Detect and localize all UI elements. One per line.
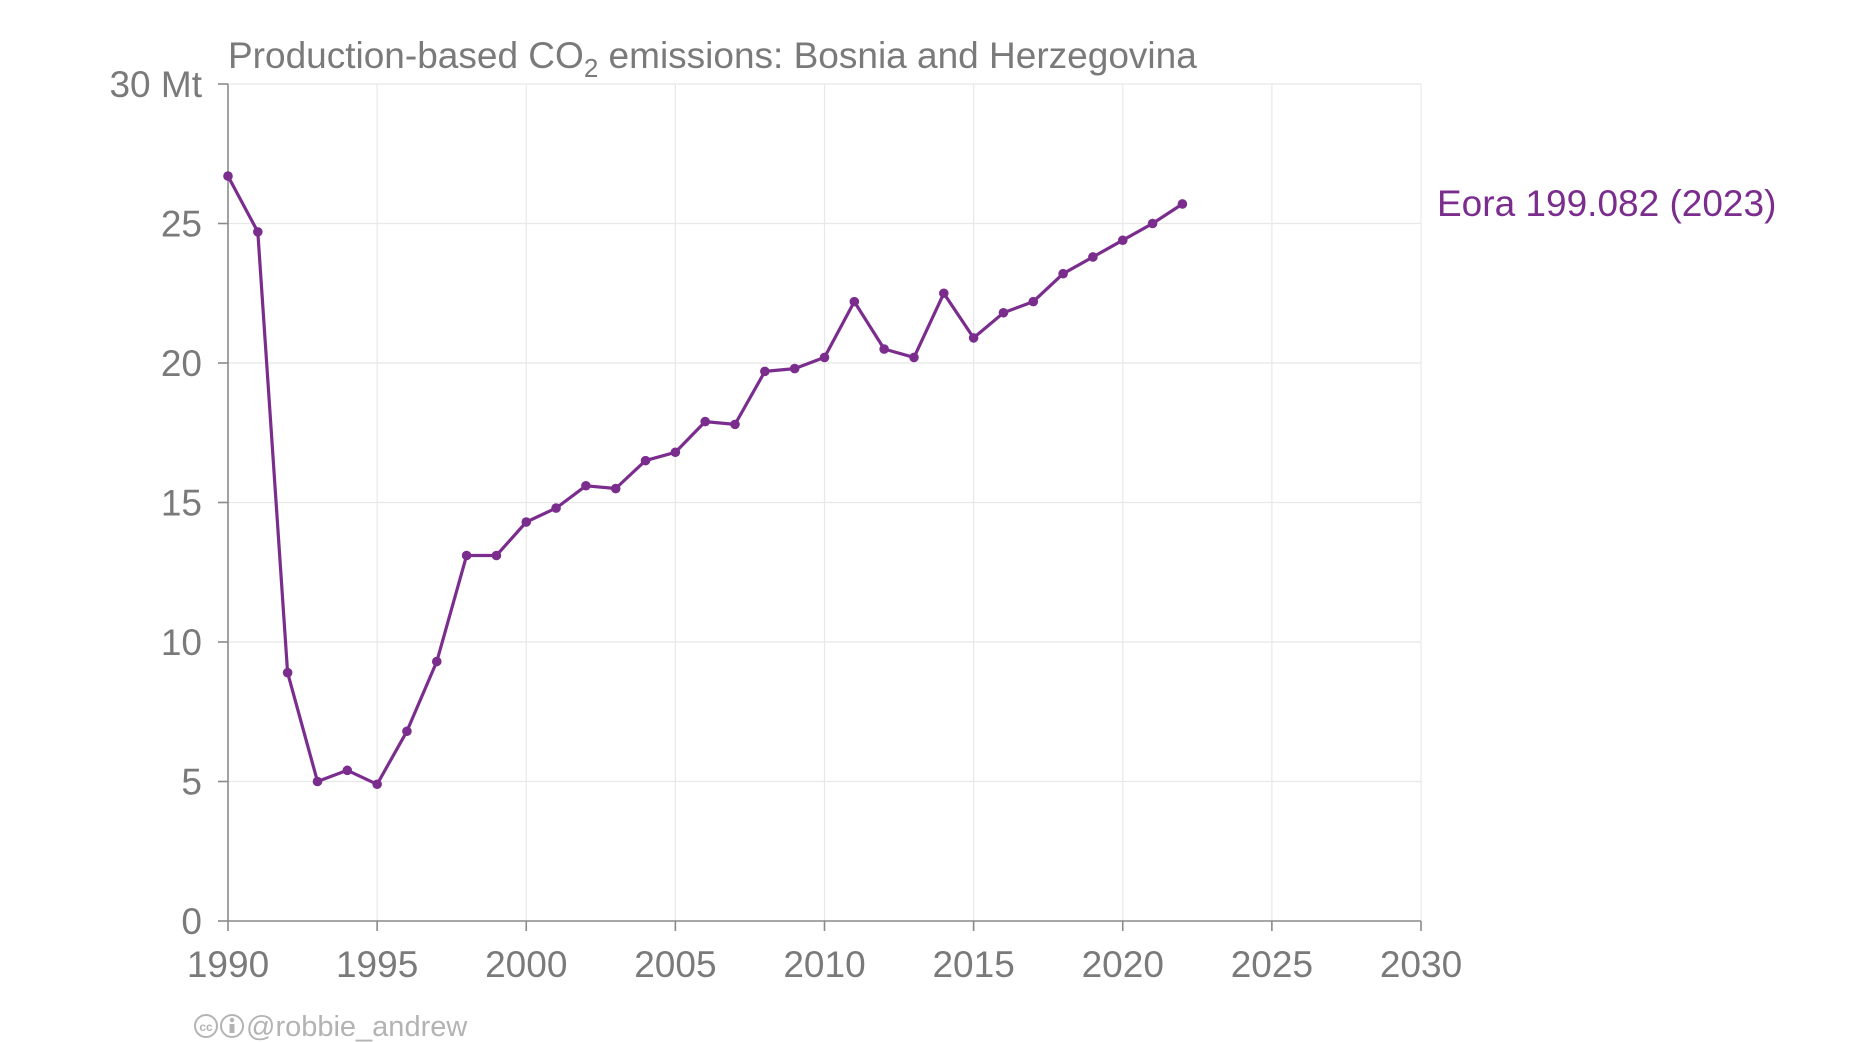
chart-title: Production-based CO2 emissions: Bosnia a… <box>228 35 1197 83</box>
attribution-icon <box>220 1014 244 1038</box>
series-label: Eora 199.082 (2023) <box>1437 183 1776 224</box>
x-tick-label: 2020 <box>1082 944 1164 985</box>
data-point <box>1088 252 1098 262</box>
data-point <box>998 307 1009 318</box>
data-point <box>939 288 949 299</box>
x-tick-label: 2015 <box>932 944 1014 985</box>
data-point <box>1028 296 1039 307</box>
y-tick-label: 5 <box>181 762 202 803</box>
data-point <box>1177 199 1188 209</box>
chart-title-prefix: Production-based CO <box>228 35 584 76</box>
credit: cc @robbie_andrew <box>194 1011 468 1042</box>
data-point <box>342 765 353 776</box>
chart-title-subscript: 2 <box>584 53 598 83</box>
series-layer <box>223 171 1188 790</box>
y-tick-label: 15 <box>161 483 202 524</box>
data-point <box>1117 235 1128 246</box>
data-point <box>700 416 710 427</box>
chart-title-suffix: emissions: Bosnia and Herzegovina <box>598 35 1197 76</box>
data-point <box>1147 218 1158 229</box>
data-point <box>760 366 770 377</box>
creative-commons-icon: cc <box>194 1014 218 1038</box>
data-point <box>431 656 442 667</box>
y-tick-label: 10 <box>161 622 202 663</box>
data-point <box>372 779 382 790</box>
y-tick-label: 30 Mt <box>109 64 202 105</box>
x-tick-label: 1995 <box>336 944 418 985</box>
x-tick-label: 2025 <box>1231 944 1313 985</box>
svg-text:cc: cc <box>199 1020 213 1034</box>
gridlines <box>228 83 1422 921</box>
data-point <box>610 483 621 494</box>
data-point <box>253 227 263 237</box>
credit-handle: @robbie_andrew <box>246 1011 468 1042</box>
data-point <box>789 363 800 374</box>
data-point <box>879 344 889 354</box>
y-tick-label: 0 <box>181 901 202 942</box>
data-point <box>1058 268 1068 279</box>
x-tick-label: 2010 <box>783 944 865 985</box>
data-point <box>461 550 472 561</box>
data-point <box>909 352 919 363</box>
series-labels: Eora 199.082 (2023) <box>1437 183 1776 224</box>
data-point <box>849 296 860 307</box>
data-point <box>819 352 830 363</box>
data-point <box>491 550 502 561</box>
data-point <box>402 726 412 737</box>
data-point <box>521 517 532 527</box>
data-point <box>551 503 561 513</box>
data-point <box>282 667 293 678</box>
data-point <box>730 419 740 430</box>
series-line <box>226 175 1184 786</box>
x-tick-label: 2030 <box>1380 944 1462 985</box>
x-tick-label: 2000 <box>485 944 567 985</box>
data-point <box>670 447 681 458</box>
data-point <box>312 776 323 787</box>
y-tick-label: 25 <box>161 204 202 245</box>
x-tick-label: 2005 <box>634 944 716 985</box>
data-point <box>968 333 979 343</box>
data-point <box>223 171 233 181</box>
y-tick-label: 20 <box>161 343 202 384</box>
data-point <box>640 455 651 466</box>
data-point <box>581 480 591 491</box>
x-tick-label: 1990 <box>187 944 269 985</box>
